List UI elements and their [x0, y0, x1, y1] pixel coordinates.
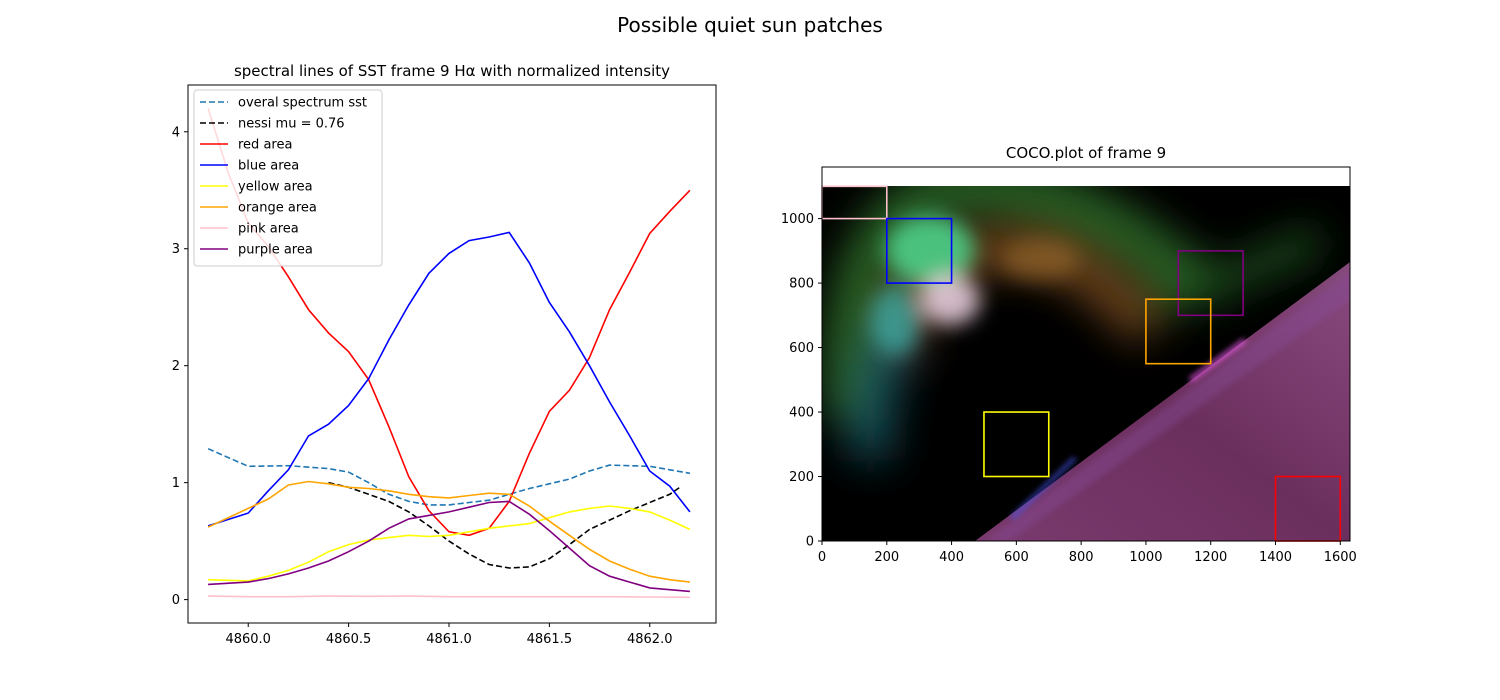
- y-tick-label: 1000: [781, 212, 814, 227]
- x-tick-label: 1000: [1129, 550, 1162, 565]
- coco-image-chart: COCO.plot of frame 9: [781, 144, 1357, 565]
- coco-image: [822, 186, 1350, 541]
- region-box-yellow: [983, 411, 1050, 478]
- legend-entry: purple area: [238, 243, 313, 258]
- legend-entry: overal spectrum sst: [238, 96, 367, 111]
- x-tick-label: 800: [1069, 550, 1094, 565]
- x-tick-label: 1600: [1324, 550, 1357, 565]
- coco-x-axis: 0 200 400 600 800 1000 1200 1400 1600: [818, 541, 1357, 565]
- x-tick-label: 4862.0: [627, 632, 673, 647]
- x-tick-label: 0: [818, 550, 826, 565]
- series-line-6: [208, 595, 690, 599]
- region-box-blue: [885, 217, 953, 284]
- y-tick-label: 0: [172, 593, 180, 608]
- x-tick-label: 1400: [1259, 550, 1292, 565]
- series-line-4: [208, 505, 691, 582]
- legend-entry: red area: [238, 138, 292, 153]
- y-tick-label: 200: [789, 470, 814, 485]
- x-tick-label: 200: [874, 550, 899, 565]
- x-tick-label: 1200: [1194, 550, 1227, 565]
- y-tick-label: 800: [789, 277, 814, 292]
- spectral-chart-title: spectral lines of SST frame 9 Hα with no…: [234, 62, 670, 80]
- x-tick-label: 4861.5: [527, 632, 573, 647]
- spectral-plot-border: [187, 84, 717, 624]
- legend-entry: orange area: [238, 201, 317, 216]
- legend-box: [193, 89, 383, 267]
- y-tick-label: 4: [172, 125, 180, 140]
- y-tick-label: 0: [806, 535, 814, 550]
- legend-entry: pink area: [238, 222, 299, 237]
- y-tick-label: 1: [172, 476, 180, 491]
- spectral-lines-chart: spectral lines of SST frame 9 Hα with no…: [172, 62, 717, 647]
- legend-entry: nessi mu = 0.76: [238, 117, 345, 132]
- series-line-0: [207, 447, 691, 506]
- y-tick-label: 2: [172, 359, 180, 374]
- region-box-orange: [1145, 298, 1212, 365]
- legend-entry: yellow area: [238, 180, 313, 195]
- coco-y-axis: 0 200 400 600 800 1000: [781, 212, 822, 550]
- series-line-5: [207, 480, 690, 583]
- x-tick-label: 4861.0: [426, 632, 472, 647]
- series-line-1: [328, 481, 681, 569]
- series-line-7: [208, 500, 690, 593]
- x-tick-label: 600: [1004, 550, 1029, 565]
- x-tick-label: 400: [939, 550, 964, 565]
- legend-entry: blue area: [238, 159, 299, 174]
- y-tick-label: 3: [172, 242, 180, 257]
- y-tick-label: 600: [789, 341, 814, 356]
- spectral-x-axis: 4860.0 4860.5 4861.0 4861.5 4862.0: [225, 623, 672, 647]
- spectral-series-lines: [207, 108, 691, 599]
- coco-chart-title: COCO.plot of frame 9: [1006, 144, 1166, 162]
- series-line-2: [207, 108, 691, 537]
- y-tick-label: 400: [789, 406, 814, 421]
- coco-plot-border: [821, 166, 1351, 542]
- series-line-3: [207, 231, 691, 527]
- x-tick-label: 4860.5: [326, 632, 372, 647]
- spectral-y-axis: 0 1 2 3 4: [172, 125, 188, 608]
- figure-title: Possible quiet sun patches: [617, 13, 883, 37]
- spectral-legend: overal spectrum sst nessi mu = 0.76 red ar…: [193, 89, 383, 267]
- x-tick-label: 4860.0: [225, 632, 271, 647]
